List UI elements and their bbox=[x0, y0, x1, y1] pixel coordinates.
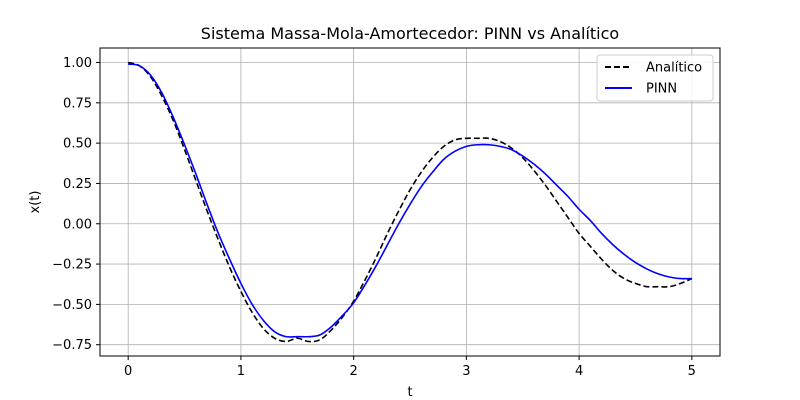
y-tick-label: −0.75 bbox=[52, 338, 92, 353]
series-layer bbox=[127, 61, 693, 343]
ticks: 0 1 2 3 4 5 −0.75 −0.50 −0.25 0.00 0.25 0.50 0.75 1.0… bbox=[52, 56, 696, 379]
y-tick-label: 1.00 bbox=[63, 56, 92, 71]
y-tick-label: 0.25 bbox=[63, 177, 92, 192]
chart-title: Sistema Massa-Mola-Amortecedor: PINN vs … bbox=[201, 24, 619, 43]
legend-label-analitico: Analítico bbox=[646, 61, 702, 76]
series-line-analitico bbox=[127, 61, 693, 343]
x-tick-label: 5 bbox=[688, 364, 696, 379]
y-tick-label: −0.50 bbox=[52, 298, 92, 313]
y-tick-label: 0.50 bbox=[63, 137, 92, 152]
x-tick-label: 3 bbox=[462, 364, 470, 379]
y-tick-label: 0.00 bbox=[63, 217, 92, 232]
legend-label-pinn: PINN bbox=[646, 82, 677, 97]
plot-area-frame bbox=[99, 47, 721, 357]
x-tick-label: 1 bbox=[237, 364, 245, 379]
x-tick-label: 0 bbox=[124, 364, 132, 379]
x-tick-label: 2 bbox=[349, 364, 357, 379]
y-axis-label: x(t) bbox=[28, 191, 43, 214]
y-tick-label: −0.25 bbox=[52, 258, 92, 273]
x-tick-label: 4 bbox=[575, 364, 583, 379]
y-tick-label: 0.75 bbox=[63, 96, 92, 111]
x-axis-label: t bbox=[407, 385, 412, 400]
series-line-pinn bbox=[128, 63, 692, 338]
grid bbox=[100, 48, 720, 356]
legend: Analítico PINN bbox=[596, 54, 714, 102]
